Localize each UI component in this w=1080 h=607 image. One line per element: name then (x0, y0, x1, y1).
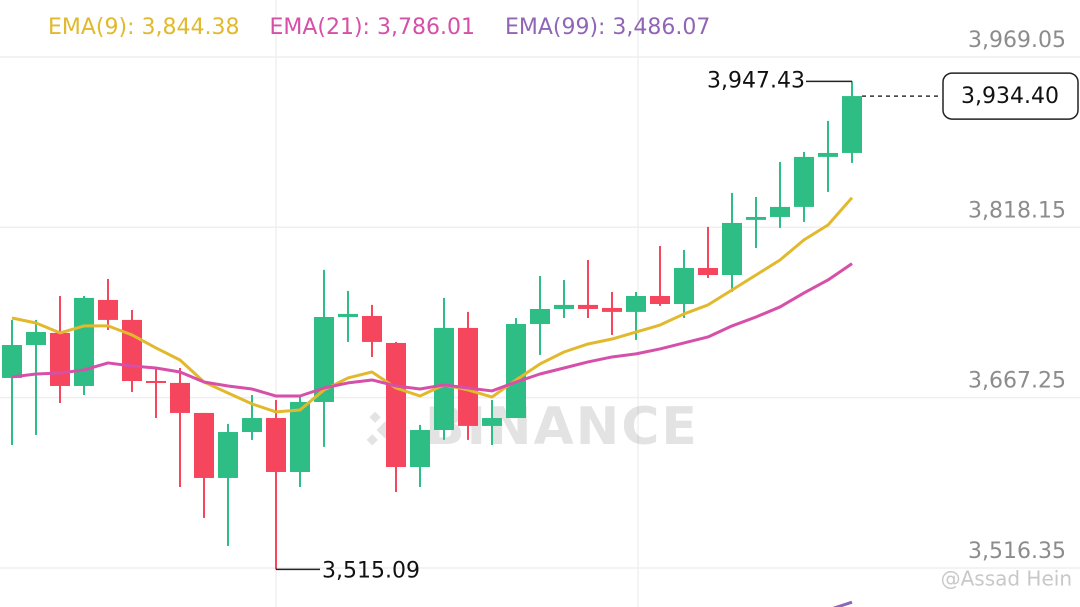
candle-body (242, 418, 262, 433)
y-tick-label: 3,969.05 (968, 28, 1066, 53)
candle-body (314, 316, 334, 402)
candle-body (26, 332, 46, 345)
watermark-group: BINANCE (366, 397, 697, 457)
candle-body (650, 295, 670, 305)
candle-body (818, 152, 838, 157)
candle-body (530, 308, 550, 324)
candle-body (266, 418, 286, 472)
ema-line (11, 196, 854, 414)
candle-body (482, 418, 502, 426)
legend-entry: EMA(21): 3,786.01 (269, 15, 474, 40)
ema-line (11, 262, 853, 398)
candle-body (122, 319, 142, 381)
candle-body (434, 327, 454, 430)
candle-body (674, 267, 694, 305)
candle-body (506, 323, 526, 419)
candle-body (410, 429, 430, 468)
legend-entry: EMA(9): 3,844.38 (48, 15, 239, 40)
candle-body (386, 342, 406, 468)
y-tick-label: 3,667.25 (968, 369, 1066, 394)
candle-body (794, 156, 814, 207)
last-price-label: 3,934.40 (961, 84, 1059, 109)
credit: @Assad Hein (941, 567, 1072, 591)
last-price-box (942, 72, 1079, 120)
candle-body (74, 297, 94, 386)
candle-body (554, 304, 574, 309)
candle-body (98, 299, 118, 320)
candle-body (722, 222, 742, 275)
candle-body (770, 206, 790, 217)
candle-body (698, 267, 718, 275)
candle-body (338, 313, 358, 317)
candle-body (50, 332, 70, 386)
candle-body (626, 295, 646, 312)
candle-body (170, 382, 190, 413)
candle-body (602, 307, 622, 312)
overlay: 3,969.05 3,818.15 3,667.25 3,516.35 EMA(9): … (48, 15, 1079, 583)
legend-entry: EMA(99): 3,486.07 (505, 15, 710, 40)
candle-body (218, 432, 238, 478)
y-tick-label: 3,818.15 (968, 198, 1066, 223)
low-label: 3,515.09 (322, 558, 420, 583)
candle-body (842, 96, 862, 153)
ema-line (832, 600, 853, 607)
high-label: 3,947.43 (707, 68, 805, 93)
candle-body (146, 380, 166, 383)
candle-body (290, 401, 310, 472)
plot (2, 81, 862, 607)
y-tick-label: 3,516.35 (968, 539, 1066, 564)
candle-body (578, 304, 598, 309)
candle-body (458, 327, 478, 426)
candle-body (362, 315, 382, 342)
candle-body (2, 344, 22, 378)
candle-body (194, 412, 214, 478)
candle-body (746, 216, 766, 220)
